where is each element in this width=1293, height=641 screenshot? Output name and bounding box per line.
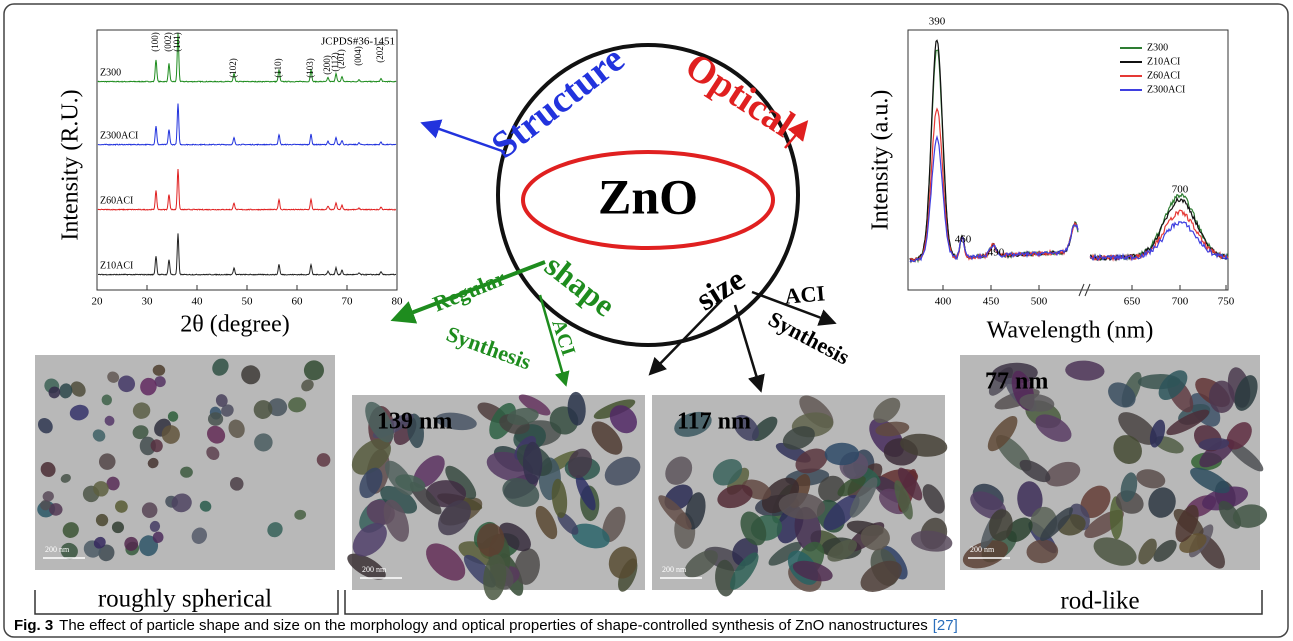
peak-label: (102) [228,58,238,78]
x-tick-label: 20 [92,296,104,308]
x-tick-label: 400 [935,296,952,308]
x-tick-label: 70 [342,296,354,308]
x-axis-label: Wavelength (nm) [987,318,1154,344]
synthesis-label: Synthesis [764,306,854,370]
caption-label: Fig. 3 [14,617,53,634]
pl-plot-frame [908,30,1228,290]
sample-label: Z60ACI [100,195,133,206]
x-tick-label: 40 [192,296,204,308]
arrow [735,305,760,388]
arrow [652,300,722,372]
scale-label: 200 nm [45,545,70,554]
x-axis-label: 2θ (degree) [180,312,289,338]
legend-label: Z10ACI [1147,56,1180,67]
y-axis-label: Intensity (a.u.) [868,90,894,231]
synthesis-label: Synthesis [443,321,535,375]
peak-label: 700 [1172,184,1189,196]
scale-label: 200 nm [362,565,387,574]
legend-label: Z300 [1147,42,1168,53]
peak-label: 490 [988,247,1005,259]
peak-label: 390 [929,16,946,28]
center-label: ZnO [598,168,698,224]
x-tick-label: 500 [1031,296,1048,308]
scale-label: 200 nm [970,545,995,554]
structure-label: Structure [484,38,632,167]
size-label: size [689,260,750,317]
aci-label: ACI [547,317,579,359]
peak-label: (110) [273,58,283,77]
x-tick-label: 60 [292,296,304,308]
sample-label: Z10ACI [100,260,133,271]
peak-label: 460 [955,234,972,246]
particle [825,443,859,466]
optical-label: Optical [678,45,802,146]
caption: Fig. 3 The effect of particle shape and s… [14,617,958,634]
size-label: 139 nm [377,409,452,435]
regular-label: Regular [429,265,509,317]
sample-label: Z300 [100,67,121,78]
caption-ref[interactable]: [27] [933,617,958,634]
x-tick-label: 650 [1124,296,1141,308]
caption-text: The effect of particle shape and size on… [59,617,928,634]
legend-label: Z300ACI [1147,84,1185,95]
size-label: 117 nm [677,409,751,435]
peak-label: (004) [353,46,363,66]
peak-label: (101) [172,32,182,52]
x-tick-label: 80 [392,296,404,308]
x-tick-label: 750 [1218,296,1235,308]
figure: ZnO Structure Optical shape size Regular… [0,0,1293,641]
x-tick-label: 30 [142,296,154,308]
peak-label: (201) [336,49,346,69]
scale-label: 200 nm [662,565,687,574]
sample-label: Z300ACI [100,130,138,141]
legend-label: Z60ACI [1147,70,1180,81]
peak-label: (202) [375,43,385,63]
aci-label: ACI [784,280,826,308]
particle [523,442,542,485]
morphology-label: rod-like [1060,588,1139,615]
particle [1209,381,1235,413]
peak-label: (100) [150,32,160,52]
x-tick-label: 450 [983,296,1000,308]
x-tick-label: 700 [1172,296,1189,308]
x-tick-label: 50 [242,296,254,308]
y-axis-label: Intensity (R.U.) [58,89,84,240]
peak-label: (103) [305,58,315,78]
size-label: 77 nm [985,369,1048,395]
xrd-plot-frame [97,30,397,290]
morphology-label: roughly spherical [98,586,272,613]
